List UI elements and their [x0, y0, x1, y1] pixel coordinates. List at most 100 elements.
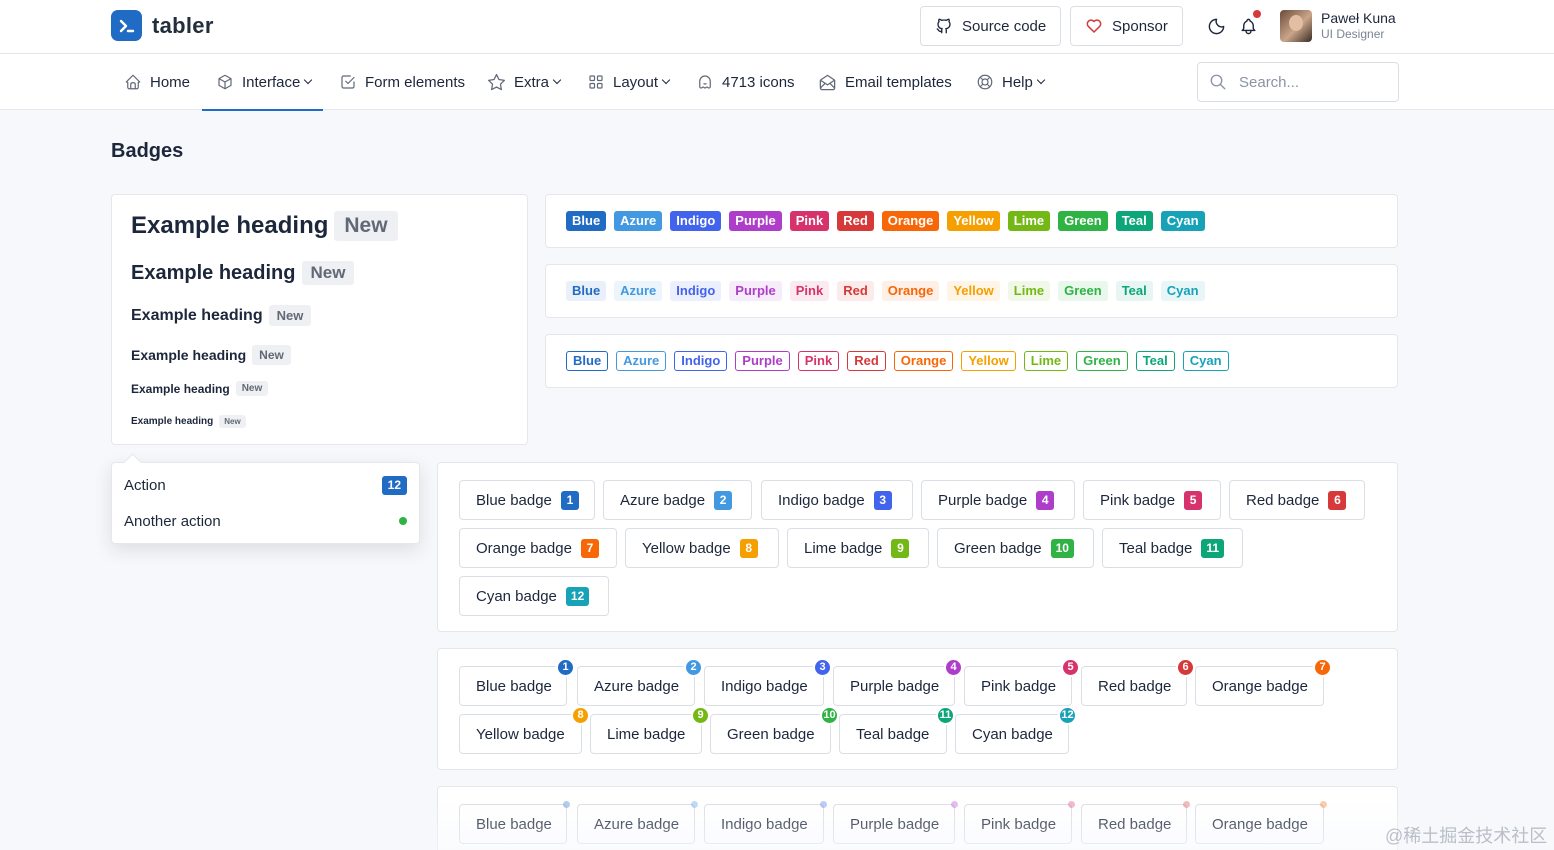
package-icon: [218, 74, 232, 90]
brand-logo[interactable]: tabler: [111, 10, 214, 41]
button-label: Purple badge: [850, 815, 940, 833]
orange-dot-button[interactable]: Orange badge: [1195, 801, 1327, 844]
nav-home[interactable]: Home: [124, 54, 190, 110]
indigo-badge: Indigo: [670, 211, 722, 231]
status-dot: [1320, 801, 1327, 808]
checkbox-icon: [341, 75, 355, 89]
purple-notification-button[interactable]: Purple badge 4: [833, 658, 963, 706]
pink-badge-button[interactable]: Pink badge 5: [1083, 480, 1221, 520]
red-dot-button[interactable]: Red badge: [1081, 801, 1190, 844]
button-label: Pink badge: [1100, 491, 1176, 509]
indigo-badge-button[interactable]: Indigo badge 3: [761, 480, 913, 520]
solid-badge-row: Blue Azure Indigo Purple Pink Red Orange Yellow…: [566, 211, 1205, 231]
nav-email-templates[interactable]: Email templates: [818, 54, 952, 110]
nav-icons[interactable]: 4713 icons: [696, 54, 795, 110]
orange-outline-badge: Orange: [893, 351, 954, 371]
dropdown-item-label: Another action: [124, 512, 221, 530]
indigo-dot-button[interactable]: Indigo badge: [704, 801, 827, 844]
button-label: Indigo badge: [721, 815, 808, 833]
nav-layout[interactable]: Layout: [587, 54, 671, 110]
purple-badge-button[interactable]: Purple badge 4: [921, 480, 1075, 520]
green-badge-button[interactable]: Green badge 10: [937, 528, 1094, 568]
lime-notification-button[interactable]: Lime badge 9: [590, 706, 710, 754]
teal-badge-button[interactable]: Teal badge 11: [1102, 528, 1243, 568]
dropdown-menu: Action 12 Another action: [111, 462, 420, 544]
azure-notification-button[interactable]: Azure badge 2: [577, 658, 703, 706]
heading-text: Example heading: [131, 306, 263, 324]
dropdown-item-action[interactable]: Action 12: [124, 467, 407, 503]
button-label: Blue badge: [476, 491, 552, 509]
github-icon: [936, 18, 951, 34]
search-input[interactable]: [1239, 73, 1379, 91]
pink-notification-button[interactable]: Pink badge 5: [964, 658, 1080, 706]
teal-notification-button[interactable]: Teal badge 11: [839, 706, 955, 754]
green-notification-button[interactable]: Green badge 10: [710, 706, 839, 754]
nav-interface[interactable]: Interface: [201, 54, 324, 111]
button-label: Blue badge: [476, 677, 552, 695]
yellow-badge: Yellow: [947, 211, 1000, 231]
azure-dot-button[interactable]: Azure badge: [577, 801, 698, 844]
moon-icon[interactable]: [1205, 15, 1227, 37]
azure-badge-button[interactable]: Azure badge 2: [603, 480, 752, 520]
button-count-badges-card: Blue badge 1 Azure badge 2 Indigo badge 3 Purp…: [437, 462, 1398, 632]
button-label: Red badge: [1246, 491, 1320, 509]
purple-outline-badge: Purple: [735, 351, 790, 371]
source-code-button[interactable]: Source code: [920, 6, 1062, 46]
count-badge: 4: [1036, 490, 1055, 510]
status-dot: [820, 801, 827, 808]
red-notification-button[interactable]: Red badge 6: [1081, 658, 1195, 706]
cyan-notification-button[interactable]: Cyan badge 12: [955, 706, 1077, 754]
button-label: Yellow badge: [476, 725, 565, 743]
count-badge: 11: [1201, 538, 1225, 558]
notification-badge: 7: [1313, 658, 1332, 677]
blue-dot-button[interactable]: Blue badge: [459, 801, 570, 844]
search-box[interactable]: [1197, 62, 1399, 102]
button-label: Teal badge: [1119, 539, 1193, 557]
user-name: Paweł Kuna: [1321, 10, 1396, 26]
nav-email-templates-label: Email templates: [845, 73, 952, 91]
orange-badge: Orange: [881, 211, 940, 231]
yellow-badge-button[interactable]: Yellow badge 8: [625, 528, 779, 568]
orange-notification-button[interactable]: Orange badge 7: [1195, 658, 1332, 706]
blue-badge-button[interactable]: Blue badge 1: [459, 480, 595, 520]
purple-dot-button[interactable]: Purple badge: [833, 801, 958, 844]
red-badge-button[interactable]: Red badge 6: [1229, 480, 1365, 520]
pink-light-badge: Pink: [789, 281, 830, 301]
nav-extra[interactable]: Extra: [487, 54, 562, 110]
indigo-notification-button[interactable]: Indigo badge 3: [704, 658, 832, 706]
notification-badge: 3: [813, 658, 832, 677]
watermark: @稀土掘金技术社区: [1385, 826, 1548, 846]
button-label: Lime badge: [607, 725, 686, 743]
chevron-down-icon: [1036, 75, 1046, 85]
button-label: Orange badge: [476, 539, 572, 557]
status-dot: [563, 801, 570, 808]
chevron-down-icon: [661, 75, 671, 85]
orange-badge-button[interactable]: Orange badge 7: [459, 528, 617, 568]
dropdown-item-another-action[interactable]: Another action: [124, 503, 407, 539]
user-menu[interactable]: Paweł Kuna UI Designer: [1280, 10, 1396, 42]
bell-icon[interactable]: [1237, 10, 1261, 37]
pink-outline-badge: Pink: [797, 351, 840, 371]
nav-help[interactable]: Help: [976, 54, 1046, 110]
button-label: Cyan badge: [972, 725, 1053, 743]
blue-outline-badge: Blue: [566, 351, 609, 371]
status-dot: [951, 801, 958, 808]
pink-dot-button[interactable]: Pink badge: [964, 801, 1075, 844]
azure-outline-badge: Azure: [616, 351, 667, 371]
chevron-down-icon: [304, 75, 313, 85]
ghost-icon: [699, 75, 711, 89]
lime-outline-badge: Lime: [1023, 351, 1069, 371]
home-icon: [125, 74, 141, 90]
cyan-badge-button[interactable]: Cyan badge 12: [459, 576, 609, 616]
notification-badge: 5: [1061, 658, 1080, 677]
lime-badge-button[interactable]: Lime badge 9: [787, 528, 929, 568]
heading-text: Example heading: [131, 416, 214, 427]
outline-badge-row: Blue Azure Indigo Purple Pink Red Orange Yellow…: [566, 351, 1229, 371]
sponsor-button[interactable]: Sponsor: [1070, 6, 1183, 46]
yellow-notification-button[interactable]: Yellow badge 8: [459, 706, 590, 754]
heading-text: Example heading: [131, 381, 230, 396]
nav-form-elements[interactable]: Form elements: [339, 54, 465, 110]
nav-icons-label: 4713 icons: [722, 73, 795, 91]
notification-badge: 2: [684, 658, 703, 677]
blue-notification-button[interactable]: Blue badge 1: [459, 658, 575, 706]
